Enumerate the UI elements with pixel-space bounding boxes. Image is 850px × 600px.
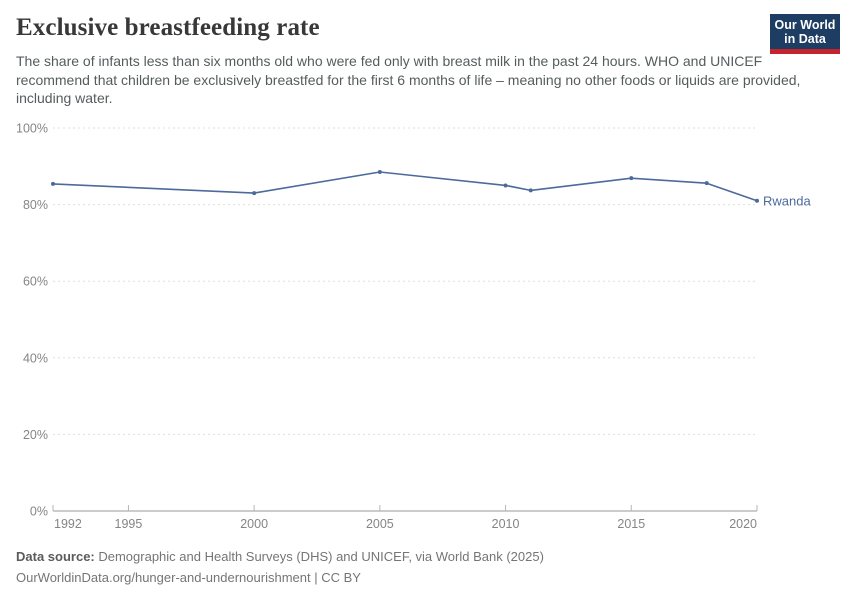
x-tick-label-1992: 1992 bbox=[54, 517, 82, 531]
data-point-2015 bbox=[629, 176, 634, 181]
owid-logo-line2: in Data bbox=[784, 32, 826, 46]
data-point-1992 bbox=[51, 181, 55, 186]
owid-logo: Our World in Data bbox=[770, 14, 840, 54]
chart-title: Exclusive breastfeeding rate bbox=[16, 14, 320, 41]
y-tick-label-20: 20% bbox=[23, 428, 48, 442]
x-tick-label-2015: 2015 bbox=[617, 517, 645, 531]
x-tick-label-2005: 2005 bbox=[366, 517, 394, 531]
x-tick-label-2010: 2010 bbox=[492, 517, 520, 531]
x-axis bbox=[52, 505, 758, 512]
x-tick-label-1995: 1995 bbox=[115, 517, 143, 531]
gridlines bbox=[53, 127, 757, 435]
data-source-label: Data source: bbox=[16, 549, 95, 564]
data-point-2020 bbox=[755, 198, 759, 203]
data-point-2010 bbox=[503, 183, 508, 188]
data-source-line: Data source: Demographic and Health Surv… bbox=[16, 546, 544, 567]
entity-label: Rwanda bbox=[763, 193, 811, 208]
y-tick-label-80: 80% bbox=[23, 198, 48, 212]
series-rwanda: Rwanda bbox=[51, 170, 811, 208]
series-line bbox=[52, 171, 758, 202]
x-axis-labels: 1992 1995 2000 2005 2010 2015 2020 bbox=[54, 517, 757, 531]
y-tick-label-100: 100% bbox=[16, 122, 48, 136]
y-tick-label-0: 0% bbox=[30, 505, 48, 519]
data-point-2018 bbox=[704, 181, 709, 186]
data-point-2005 bbox=[377, 170, 382, 175]
chart-subtitle: The share of infants less than six month… bbox=[16, 53, 801, 106]
data-point-2011 bbox=[528, 188, 533, 193]
chart-footer: Data source: Demographic and Health Surv… bbox=[16, 546, 544, 588]
y-axis-labels: 0% 20% 40% 60% 80% 100% bbox=[16, 122, 48, 519]
data-point-2000 bbox=[252, 191, 257, 196]
data-source-text: Demographic and Health Surveys (DHS) and… bbox=[94, 549, 544, 564]
y-tick-label-40: 40% bbox=[23, 351, 48, 365]
license-line: OurWorldinData.org/hunger-and-undernouri… bbox=[16, 570, 361, 585]
x-tick-label-2020: 2020 bbox=[729, 517, 757, 531]
y-tick-label-60: 60% bbox=[23, 275, 48, 289]
x-tick-label-2000: 2000 bbox=[240, 517, 268, 531]
owid-logo-line1: Our World bbox=[774, 18, 836, 32]
